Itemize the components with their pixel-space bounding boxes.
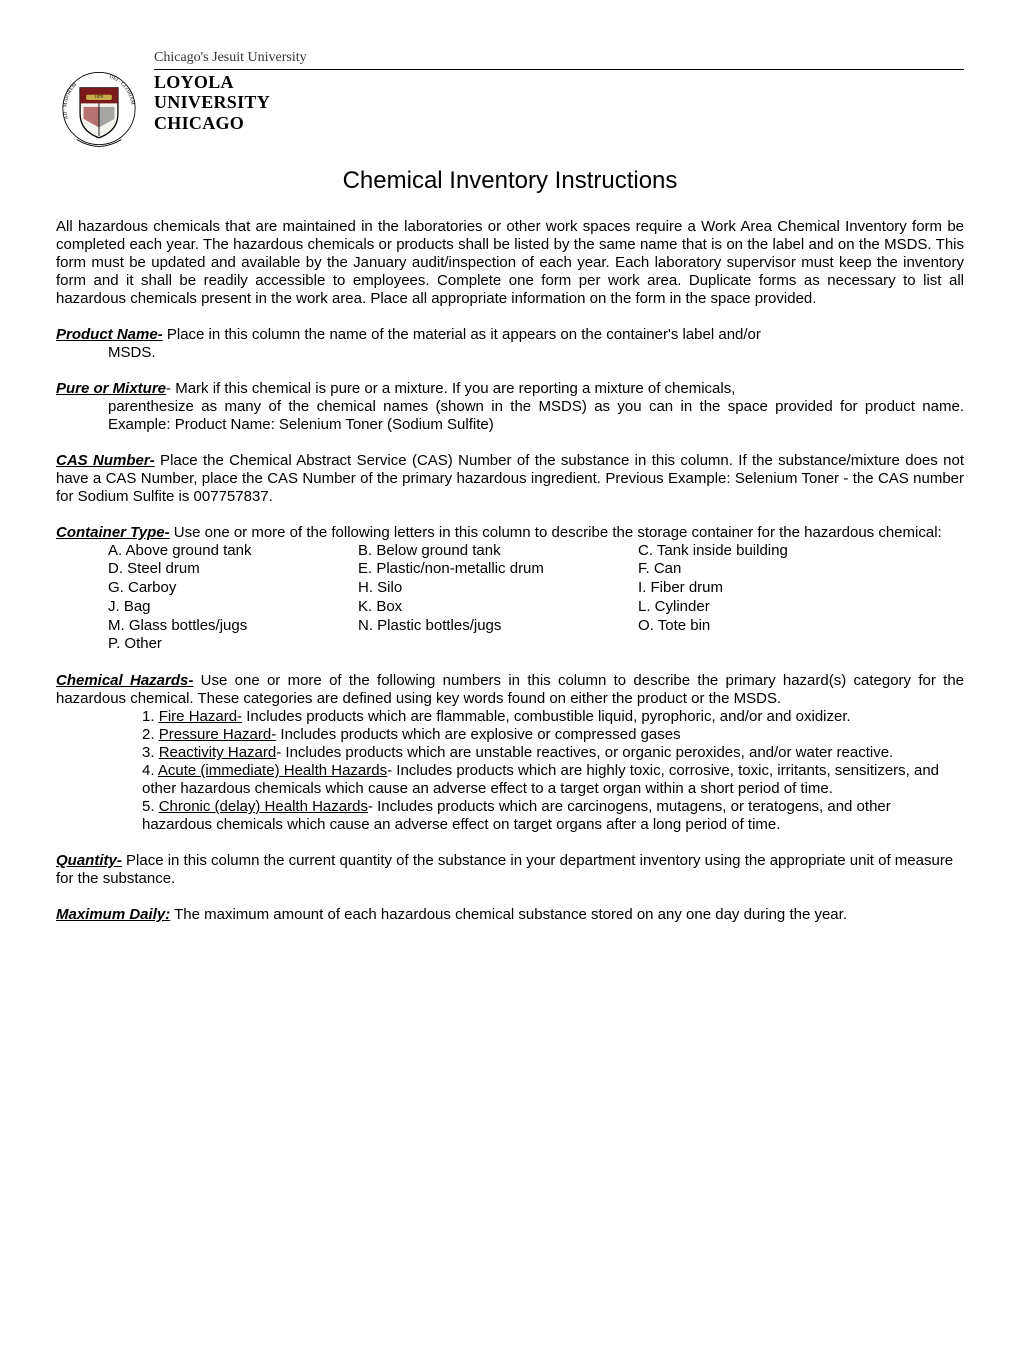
container-item: L. Cylinder: [638, 598, 868, 617]
hazard-name: Reactivity Hazard: [159, 744, 277, 761]
container-item: [638, 635, 868, 654]
pure-mixture-cont: parenthesize as many of the chemical nam…: [56, 398, 964, 434]
product-name-label: Product Name-: [56, 326, 163, 343]
quantity-text: Place in this column the current quantit…: [56, 852, 953, 887]
container-item: E. Plastic/non-metallic drum: [358, 560, 638, 579]
hazard-item-2: 2. Pressure Hazard- Includes products wh…: [142, 726, 964, 744]
container-item: G. Carboy: [108, 579, 358, 598]
hazard-item-5: 5. Chronic (delay) Health Hazards- Inclu…: [142, 798, 964, 834]
hazard-num: 5.: [142, 798, 159, 815]
page-title: Chemical Inventory Instructions: [56, 167, 964, 196]
hazard-desc: Includes products which are flammable, c…: [242, 708, 851, 725]
svg-text:AD · MAJOREM: AD · MAJOREM: [62, 82, 78, 120]
intro-paragraph: All hazardous chemicals that are maintai…: [56, 218, 964, 308]
container-item: [358, 635, 638, 654]
cas-text: Place the Chemical Abstract Service (CAS…: [56, 452, 964, 505]
container-item: H. Silo: [358, 579, 638, 598]
chemical-hazards-label: Chemical Hazards-: [56, 672, 193, 689]
chemical-hazards-intro: Chemical Hazards- Use one or more of the…: [56, 672, 964, 708]
hazard-item-1: 1. Fire Hazard- Includes products which …: [142, 708, 964, 726]
logo-row: 1870 AD · MAJOREM DEI · GLORIAM LOYOLA U…: [56, 69, 964, 155]
hazard-name: Fire Hazard-: [159, 708, 242, 725]
container-item: A. Above ground tank: [108, 542, 358, 561]
container-item: C. Tank inside building: [638, 542, 868, 561]
hazard-item-4: 4. Acute (immediate) Health Hazards- Inc…: [142, 762, 964, 798]
university-name: LOYOLA UNIVERSITY CHICAGO: [154, 69, 964, 134]
hazard-num: 1.: [142, 708, 159, 725]
hazard-num: 2.: [142, 726, 159, 743]
container-item: N. Plastic bottles/jugs: [358, 617, 638, 636]
container-type-field: Container Type- Use one or more of the f…: [56, 524, 964, 655]
university-shield-icon: 1870 AD · MAJOREM DEI · GLORIAM: [56, 69, 142, 155]
tagline: Chicago's Jesuit University: [154, 50, 964, 67]
quantity-label: Quantity-: [56, 852, 122, 869]
container-item: J. Bag: [108, 598, 358, 617]
cas-label: CAS Number-: [56, 452, 155, 469]
uni-line2: UNIVERSITY: [154, 92, 964, 113]
hazard-name: Pressure Hazard-: [159, 726, 277, 743]
pure-mixture-field: Pure or Mixture- Mark if this chemical i…: [56, 380, 964, 434]
container-type-intro: Container Type- Use one or more of the f…: [56, 524, 964, 542]
container-type-text: Use one or more of the following letters…: [170, 524, 942, 541]
cas-field: CAS Number- Place the Chemical Abstract …: [56, 452, 964, 506]
hazard-num: 3.: [142, 744, 159, 761]
container-item: I. Fiber drum: [638, 579, 868, 598]
container-item: K. Box: [358, 598, 638, 617]
uni-line3: CHICAGO: [154, 113, 964, 134]
container-item: M. Glass bottles/jugs: [108, 617, 358, 636]
uni-line1: LOYOLA: [154, 72, 964, 93]
pure-mixture-dash: -: [166, 380, 175, 397]
hazard-list: 1. Fire Hazard- Includes products which …: [56, 708, 964, 834]
pure-mixture-text1: Mark if this chemical is pure or a mixtu…: [175, 380, 735, 397]
max-daily-label: Maximum Daily:: [56, 906, 170, 923]
container-item: D. Steel drum: [108, 560, 358, 579]
container-item: P. Other: [108, 635, 358, 654]
container-item: O. Tote bin: [638, 617, 868, 636]
container-type-label: Container Type-: [56, 524, 170, 541]
pure-mixture-label: Pure or Mixture: [56, 380, 166, 397]
max-daily-field: Maximum Daily: The maximum amount of eac…: [56, 906, 964, 924]
hazard-name: Acute (immediate) Health Hazards: [158, 762, 387, 779]
hazard-item-3: 3. Reactivity Hazard- Includes products …: [142, 744, 964, 762]
container-type-grid: A. Above ground tank B. Below ground tan…: [56, 542, 964, 655]
max-daily-text: The maximum amount of each hazardous che…: [170, 906, 847, 923]
container-item: B. Below ground tank: [358, 542, 638, 561]
container-item: F. Can: [638, 560, 868, 579]
quantity-field: Quantity- Place in this column the curre…: [56, 852, 964, 888]
chemical-hazards-field: Chemical Hazards- Use one or more of the…: [56, 672, 964, 834]
product-name-cont: MSDS.: [56, 344, 964, 362]
hazard-name: Chronic (delay) Health Hazards: [159, 798, 368, 815]
product-name-field: Product Name- Place in this column the n…: [56, 326, 964, 362]
svg-text:1870: 1870: [95, 94, 104, 99]
hazard-desc: Includes products which are explosive or…: [276, 726, 680, 743]
chemical-hazards-text: Use one or more of the following numbers…: [56, 672, 964, 707]
hazard-desc: - Includes products which are unstable r…: [276, 744, 893, 761]
document-header: Chicago's Jesuit University 1870 AD · MA…: [56, 50, 964, 155]
hazard-num: 4.: [142, 762, 158, 779]
product-name-text: Place in this column the name of the mat…: [163, 326, 761, 343]
